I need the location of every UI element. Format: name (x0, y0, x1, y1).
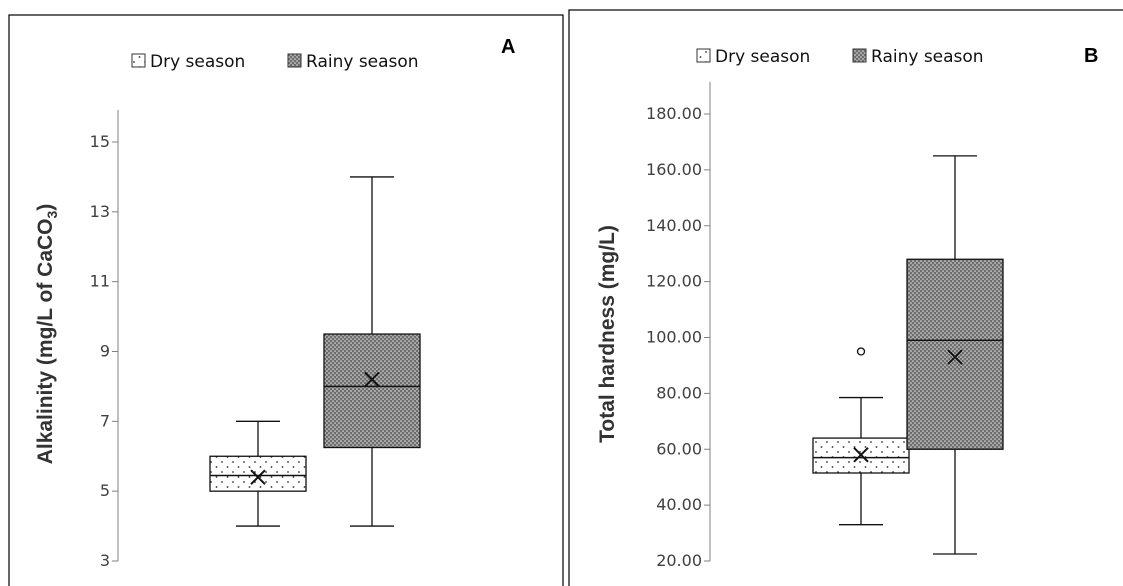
y-tick-label-a: 7 (100, 411, 110, 430)
y-tick-label-b: 180.00 (646, 104, 702, 123)
y-tick-label-b: 60.00 (656, 439, 702, 458)
legend-b-rainy-label: Rainy season (871, 47, 984, 67)
mean-marker-a-rainy (364, 371, 380, 388)
legend-b-dry-label: Dry season (715, 47, 810, 67)
legend-a-dry-label: Dry season (150, 52, 245, 72)
mean-marker-a-dry (250, 469, 266, 485)
y-axis-title-b: Total hardness (mg/L) (596, 225, 619, 443)
mean-marker-b-rainy (947, 349, 963, 365)
legend-a-rainy-label: Rainy season (306, 52, 419, 72)
plot-area-b: 20.00 40.00 60.00 80.00 100.00 120.00 140.00 16… (646, 82, 1004, 570)
mean-marker-stroke (364, 371, 380, 388)
y-axis-title-a-main: Alkalinity (mg/L of CaCO (34, 218, 57, 464)
panel-b-label: B (1084, 45, 1098, 67)
legend-a-rainy-swatch (287, 53, 302, 68)
panel-b: B Dry season Rainy season Total hardness… (568, 9, 1123, 586)
box-b-rainy (906, 258, 1004, 450)
y-tick-label-a: 3 (100, 551, 110, 570)
y-tick-label-a: 9 (100, 342, 110, 361)
y-tick-label-a: 11 (90, 272, 110, 291)
y-axis-title-a-suffix: ) (34, 204, 57, 211)
y-tick-label-b: 80.00 (656, 383, 702, 402)
panel-a: A Dry season Rainy season Alkalinity (mg… (8, 14, 564, 586)
mean-marker-stroke (250, 469, 266, 485)
plot-area-a: 3 5 7 9 11 13 15 (90, 110, 421, 570)
box-a-rainy (323, 333, 421, 449)
y-axis-title-a-sub: 3 (44, 210, 60, 218)
y-tick-label-b: 20.00 (656, 551, 702, 570)
legend-b-dry-swatch (696, 48, 711, 63)
y-axis-title-a: Alkalinity (mg/L of CaCO3) (34, 204, 60, 465)
y-tick-label-b: 100.00 (646, 328, 702, 347)
y-tick-label-b: 120.00 (646, 272, 702, 291)
mean-marker-stroke (947, 349, 963, 365)
y-tick-label-a: 13 (90, 202, 110, 221)
y-tick-label-b: 160.00 (646, 160, 702, 179)
legend-a-dry-swatch (131, 53, 146, 68)
outlier-point-b-dry (856, 347, 866, 356)
y-tick-label-b: 40.00 (656, 495, 702, 514)
y-tick-label-a: 5 (100, 481, 110, 500)
panel-a-border (8, 14, 564, 586)
legend-b-rainy-swatch (852, 48, 867, 63)
legend-a: Dry season Rainy season (131, 52, 419, 72)
mean-marker-stroke (853, 447, 869, 463)
panel-b-border (568, 9, 1123, 586)
y-tick-label-b: 140.00 (646, 216, 702, 235)
y-tick-label-a: 15 (90, 132, 110, 151)
legend-b: Dry season Rainy season (696, 47, 984, 67)
panel-a-label: A (501, 36, 515, 58)
mean-marker-b-dry (853, 447, 869, 463)
box-a-dry (209, 455, 307, 492)
